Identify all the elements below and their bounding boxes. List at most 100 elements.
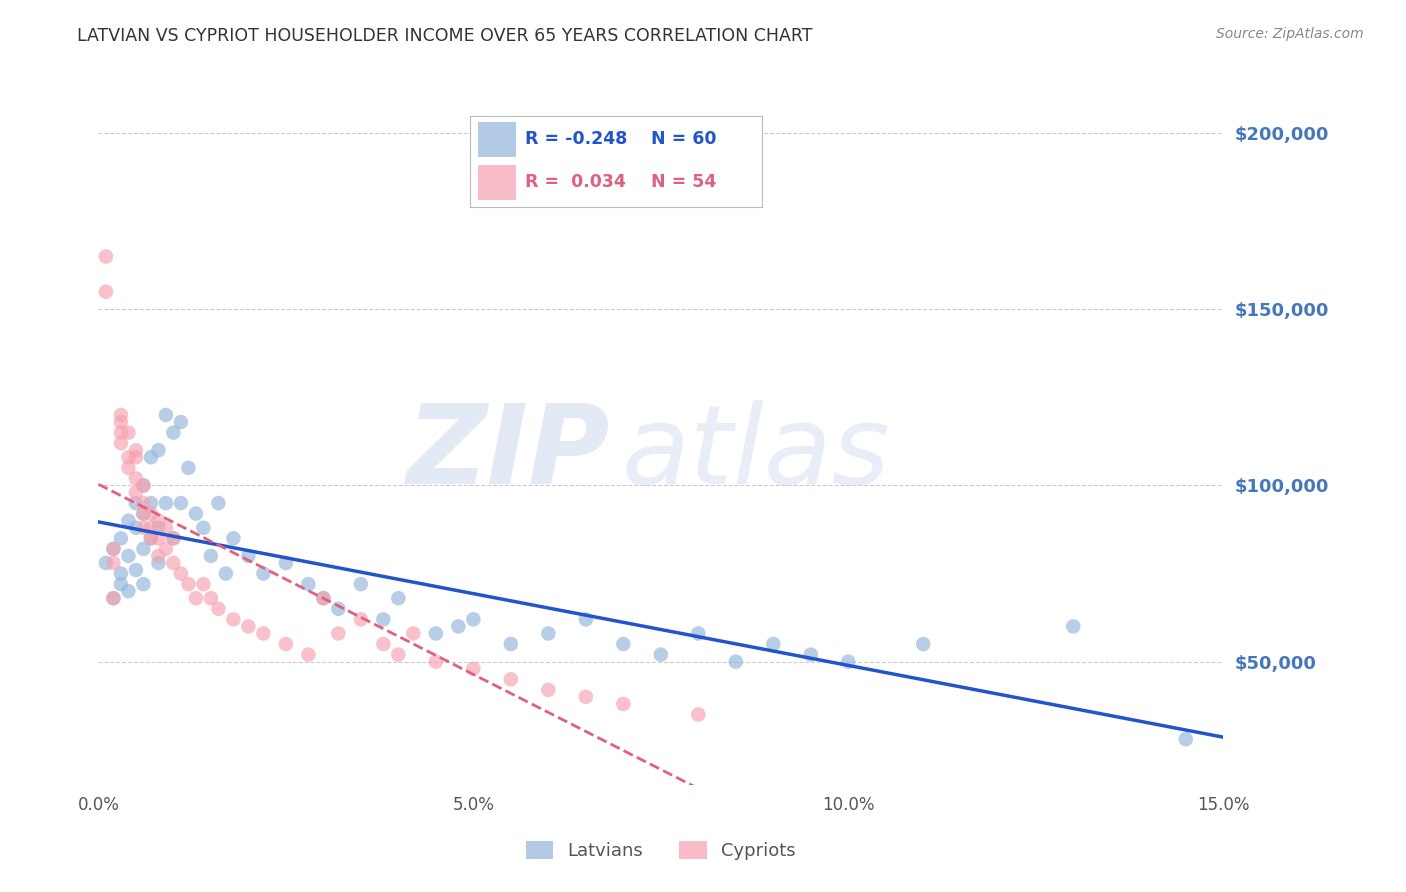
Point [650, 648, 672, 662]
Point [139, 450, 162, 465]
Point [139, 531, 162, 545]
Point [537, 682, 560, 697]
Point [132, 577, 155, 591]
Point [724, 655, 747, 669]
Text: Source: ZipAtlas.com: Source: ZipAtlas.com [1216, 27, 1364, 41]
Y-axis label: Householder Income Over 65 years: Householder Income Over 65 years [0, 297, 7, 568]
Point [103, 541, 125, 556]
Point [110, 566, 132, 581]
Point [170, 415, 193, 429]
Point [912, 637, 935, 651]
Point [94, 285, 117, 299]
Point [350, 577, 373, 591]
Point [162, 531, 184, 545]
Point [94, 249, 117, 264]
Point [274, 556, 297, 570]
Point [463, 612, 485, 626]
Point [425, 626, 447, 640]
Point [612, 637, 634, 651]
Point [132, 541, 155, 556]
Point [110, 425, 132, 440]
Point [177, 577, 200, 591]
Point [132, 521, 155, 535]
Point [170, 566, 193, 581]
Point [139, 496, 162, 510]
Point [297, 648, 319, 662]
Point [148, 443, 170, 458]
Point [688, 707, 710, 722]
Point [207, 601, 229, 615]
Point [94, 556, 117, 570]
Point [402, 626, 425, 640]
Point [688, 626, 710, 640]
Text: LATVIAN VS CYPRIOT HOUSEHOLDER INCOME OVER 65 YEARS CORRELATION CHART: LATVIAN VS CYPRIOT HOUSEHOLDER INCOME OV… [77, 27, 813, 45]
Point [387, 591, 409, 606]
Point [148, 556, 170, 570]
Point [447, 619, 470, 633]
Point [155, 541, 177, 556]
Point [132, 478, 155, 492]
Point [148, 521, 170, 535]
Point [274, 637, 297, 651]
Point [177, 460, 200, 475]
Point [110, 408, 132, 422]
Point [222, 531, 245, 545]
Point [139, 521, 162, 535]
Point [312, 591, 335, 606]
Point [117, 549, 139, 563]
Point [184, 591, 207, 606]
Point [425, 655, 447, 669]
Point [103, 541, 125, 556]
Point [125, 485, 148, 500]
Point [155, 408, 177, 422]
Point [499, 673, 522, 687]
Point [103, 591, 125, 606]
Point [1062, 619, 1084, 633]
Point [200, 591, 222, 606]
Point [155, 521, 177, 535]
Point [162, 556, 184, 570]
Point [110, 577, 132, 591]
Point [499, 637, 522, 651]
Point [575, 612, 598, 626]
Point [162, 425, 184, 440]
Text: ZIP: ZIP [406, 401, 610, 508]
Point [139, 507, 162, 521]
Point [125, 471, 148, 485]
Point [117, 584, 139, 599]
Point [252, 626, 274, 640]
Point [148, 549, 170, 563]
Point [312, 591, 335, 606]
Point [200, 549, 222, 563]
Point [148, 531, 170, 545]
Point [193, 521, 215, 535]
Point [125, 563, 148, 577]
Point [125, 450, 148, 465]
Point [193, 577, 215, 591]
Point [110, 415, 132, 429]
Point [215, 566, 238, 581]
Legend: Latvians, Cypriots: Latvians, Cypriots [519, 834, 803, 868]
Point [328, 601, 350, 615]
Point [328, 626, 350, 640]
Point [537, 626, 560, 640]
Point [125, 521, 148, 535]
Point [132, 478, 155, 492]
Point [184, 507, 207, 521]
Point [373, 612, 395, 626]
Point [170, 496, 193, 510]
Point [117, 514, 139, 528]
Point [125, 496, 148, 510]
Point [350, 612, 373, 626]
Point [387, 648, 409, 662]
Point [139, 531, 162, 545]
Point [800, 648, 823, 662]
Point [110, 436, 132, 450]
Point [132, 496, 155, 510]
Point [117, 450, 139, 465]
Point [238, 549, 260, 563]
Point [155, 496, 177, 510]
Point [207, 496, 229, 510]
Point [125, 443, 148, 458]
Point [463, 662, 485, 676]
